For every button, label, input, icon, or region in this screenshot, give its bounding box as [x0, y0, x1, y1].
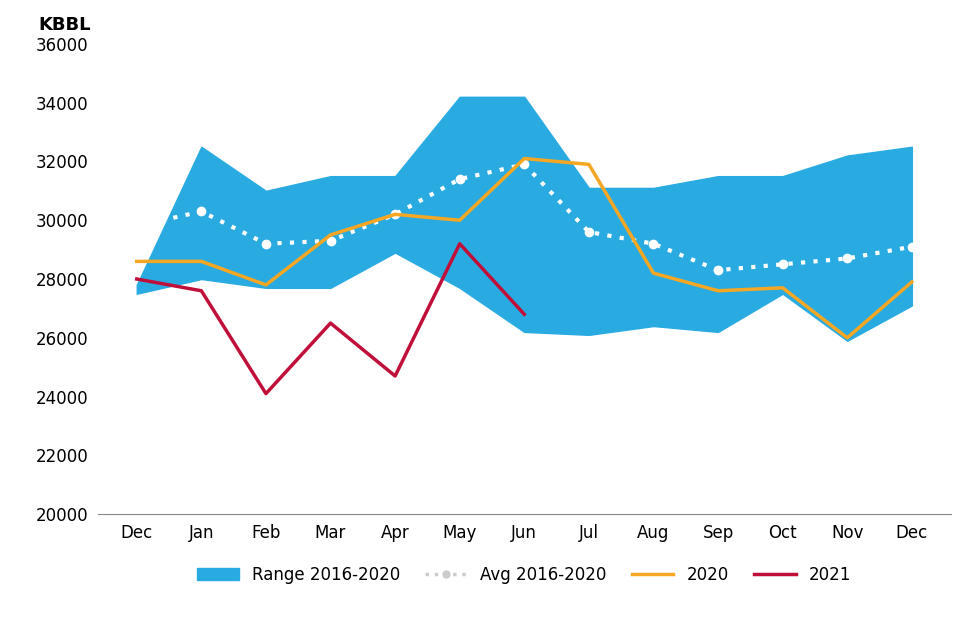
Legend: Range 2016-2020, Avg 2016-2020, 2020, 2021: Range 2016-2020, Avg 2016-2020, 2020, 20…: [190, 559, 858, 591]
Text: KBBL: KBBL: [38, 16, 91, 34]
